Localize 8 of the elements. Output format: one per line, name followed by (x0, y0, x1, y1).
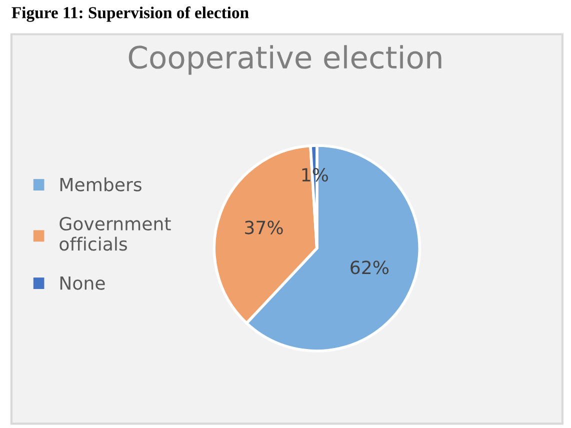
data-label: 1% (302, 168, 328, 182)
legend-label: None (60, 276, 105, 290)
legend-label: Members (60, 177, 142, 192)
data-label: 62% (350, 260, 389, 274)
chart-title: Cooperative election (128, 45, 442, 75)
caption: Figure 11: Supervision of election (12, 6, 249, 22)
legend-label: Government officials (60, 216, 171, 251)
data-label: 37% (245, 220, 283, 234)
